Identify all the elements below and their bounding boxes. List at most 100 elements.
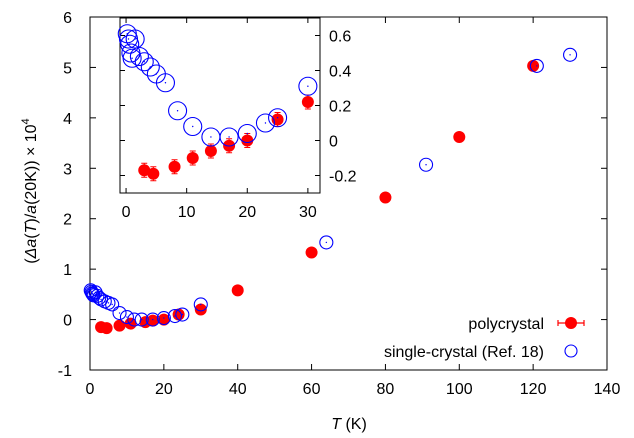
legend-label-single-crystal: single-crystal (Ref. 18) [384, 344, 544, 361]
main-data-point-center [425, 164, 427, 166]
inset-data-point-single-crystal [155, 73, 176, 93]
inset-y-tick-label: 0 [329, 134, 338, 151]
main-data-point-center [141, 318, 143, 321]
main-data-point-center [181, 313, 184, 316]
main-data-point-center [107, 302, 110, 304]
inset-data-point-center [246, 132, 248, 135]
inset-y-tick-label: 0.2 [329, 99, 351, 116]
main-data-point-single-crystal [127, 312, 142, 327]
x-axis-label: T (K) [331, 416, 367, 433]
main-data-point-polycrystal [305, 246, 318, 259]
inset-data-point-single-crystal [140, 57, 160, 77]
main-y-tick-label: 5 [63, 60, 72, 77]
y-axis-label: (Δa(T)/a(20K)) × 104 [20, 118, 40, 263]
main-data-point-center [152, 318, 154, 321]
inset-data-point-single-crystal [183, 116, 203, 137]
inset-data-point-polycrystal [168, 160, 181, 173]
inset-data-point-single-crystal [237, 123, 257, 144]
main-data-point-single-crystal [105, 297, 120, 312]
inset-x-tick-label: 10 [178, 204, 196, 221]
main-data-point-polycrystal [231, 284, 244, 297]
main-data-point-polycrystal [113, 319, 126, 332]
main-x-tick-label: 0 [86, 381, 95, 398]
inset-data-point-center [210, 136, 212, 138]
main-x-tick-label: 140 [594, 381, 621, 398]
x-axis-label-unit: (K) [341, 416, 367, 433]
main-x-tick-label: 40 [229, 381, 247, 398]
main-y-tick-label: 2 [63, 212, 72, 229]
inset-y-tick-label: -0.2 [329, 169, 357, 186]
inset-data-point-single-crystal [268, 108, 288, 128]
legend-marker-single-crystal [564, 344, 578, 358]
inset-x-tick-label: 20 [238, 204, 256, 221]
inset-series-single-crystal [117, 24, 318, 147]
inset-data-point-single-crystal [219, 127, 239, 147]
main-data-point-polycrystal [379, 191, 392, 204]
main-y-tick-label: 3 [63, 161, 72, 178]
main-data-point-center [174, 315, 176, 317]
main-data-point-center [111, 303, 113, 306]
main-data-point-center [126, 316, 128, 318]
main-data-point-single-crystal [175, 307, 190, 322]
inset-data-point-single-crystal [120, 34, 140, 54]
main-data-point-single-crystal [319, 235, 334, 250]
main-y-tick-label: 1 [63, 262, 72, 279]
legend-marker-polycrystal [557, 317, 585, 329]
main-data-point-single-crystal [529, 58, 544, 73]
inset-data-point-center [228, 136, 230, 138]
main-x-tick-label: 80 [377, 381, 395, 398]
inset-data-point-polycrystal [186, 152, 199, 164]
inset-x-tick-label: 30 [299, 204, 317, 221]
inset-x-tick-label: 0 [122, 204, 131, 221]
main-x-tick-label: 60 [303, 381, 321, 398]
main-data-point-single-crystal [167, 308, 182, 324]
inset-data-point-center [264, 122, 267, 124]
main-y-tick-label: 4 [63, 111, 72, 128]
legend: polycrystal single-crystal (Ref. 18) [384, 316, 585, 361]
inset-data-point-center [131, 57, 133, 59]
main-data-point-polycrystal [194, 303, 207, 316]
main-data-point-polycrystal [100, 322, 113, 335]
main-plot-frame [89, 16, 608, 371]
main-data-point-center [536, 65, 538, 67]
inset-data-point-center [176, 110, 179, 112]
main-data-point-center [325, 241, 328, 244]
main-series-polycrystal [95, 59, 540, 335]
inset-series-polycrystal [138, 94, 314, 182]
main-x-tick-label: 100 [446, 381, 473, 398]
inset-data-point-center [155, 73, 158, 75]
inset-data-point-center [138, 55, 141, 58]
main-x-tick-label: 120 [520, 381, 547, 398]
main-data-point-center [96, 295, 99, 297]
inset-axes: 0 10 20 30 -0.2 0 0.2 0.4 0.6 [119, 17, 357, 221]
main-data-point-center [200, 303, 202, 306]
main-data-point-single-crystal [193, 297, 208, 312]
inset-data-point-polycrystal [138, 164, 151, 177]
main-data-point-single-crystal [145, 312, 160, 327]
inset-data-point-center [127, 38, 130, 40]
inset-data-point-polycrystal [241, 134, 254, 147]
main-data-point-polycrystal [146, 314, 159, 327]
main-data-point-center [118, 312, 121, 314]
main-x-tick-label: 20 [155, 381, 173, 398]
inset-data-point-single-crystal [298, 76, 318, 96]
main-data-point-single-crystal [156, 311, 171, 326]
inset-data-point-single-crystal [134, 52, 154, 72]
inset-data-point-single-crystal [122, 48, 142, 68]
inset-data-point-single-crystal [168, 101, 188, 121]
main-data-point-single-crystal [90, 288, 105, 303]
main-data-point-center [569, 54, 571, 56]
inset-data-point-polycrystal [204, 145, 217, 157]
main-series-single-crystal [83, 47, 578, 327]
main-data-point-polycrystal [453, 131, 466, 144]
inset-data-point-center [134, 38, 136, 40]
main-y-tick-label: -1 [58, 363, 72, 380]
main-data-point-single-crystal [134, 312, 149, 327]
inset-data-point-polycrystal [301, 96, 314, 108]
inset-data-point-center [192, 125, 194, 128]
inset-data-point-single-crystal [129, 46, 149, 67]
inset-data-point-center [307, 85, 309, 87]
inset-background [120, 18, 320, 193]
main-data-point-center [104, 300, 106, 303]
